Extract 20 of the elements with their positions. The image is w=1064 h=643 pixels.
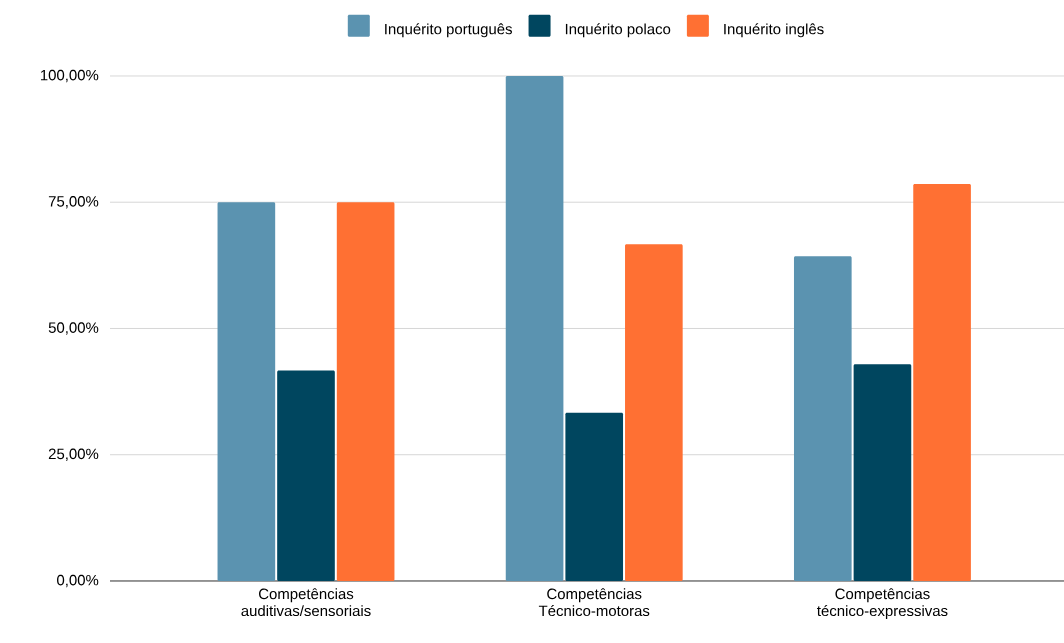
x-tick-label: Competências técnico-expressivas <box>817 588 948 620</box>
bar <box>913 184 971 581</box>
legend-label: Inquérito inglês <box>724 23 824 38</box>
y-tick-label: 100,00% <box>40 69 99 83</box>
bar <box>277 370 335 581</box>
y-tick-label: 25,00% <box>48 448 99 461</box>
bar <box>565 412 624 581</box>
y-tick-label: 50,00% <box>48 322 99 335</box>
y-tick-label: 0,00% <box>57 574 99 588</box>
bar <box>505 75 564 581</box>
bar <box>625 244 683 581</box>
bar <box>217 202 276 581</box>
legend-label: Inquérito português <box>385 23 512 38</box>
y-tick-label: 75,00% <box>48 196 99 209</box>
legend-label: Inquérito polaco <box>565 23 671 38</box>
x-tick-label: Competências auditivas/sensoriais <box>241 588 371 617</box>
bar <box>853 364 912 581</box>
bar <box>793 256 852 581</box>
bar <box>336 202 395 581</box>
x-tick-label: Competências Técnico-motoras <box>538 588 650 617</box>
